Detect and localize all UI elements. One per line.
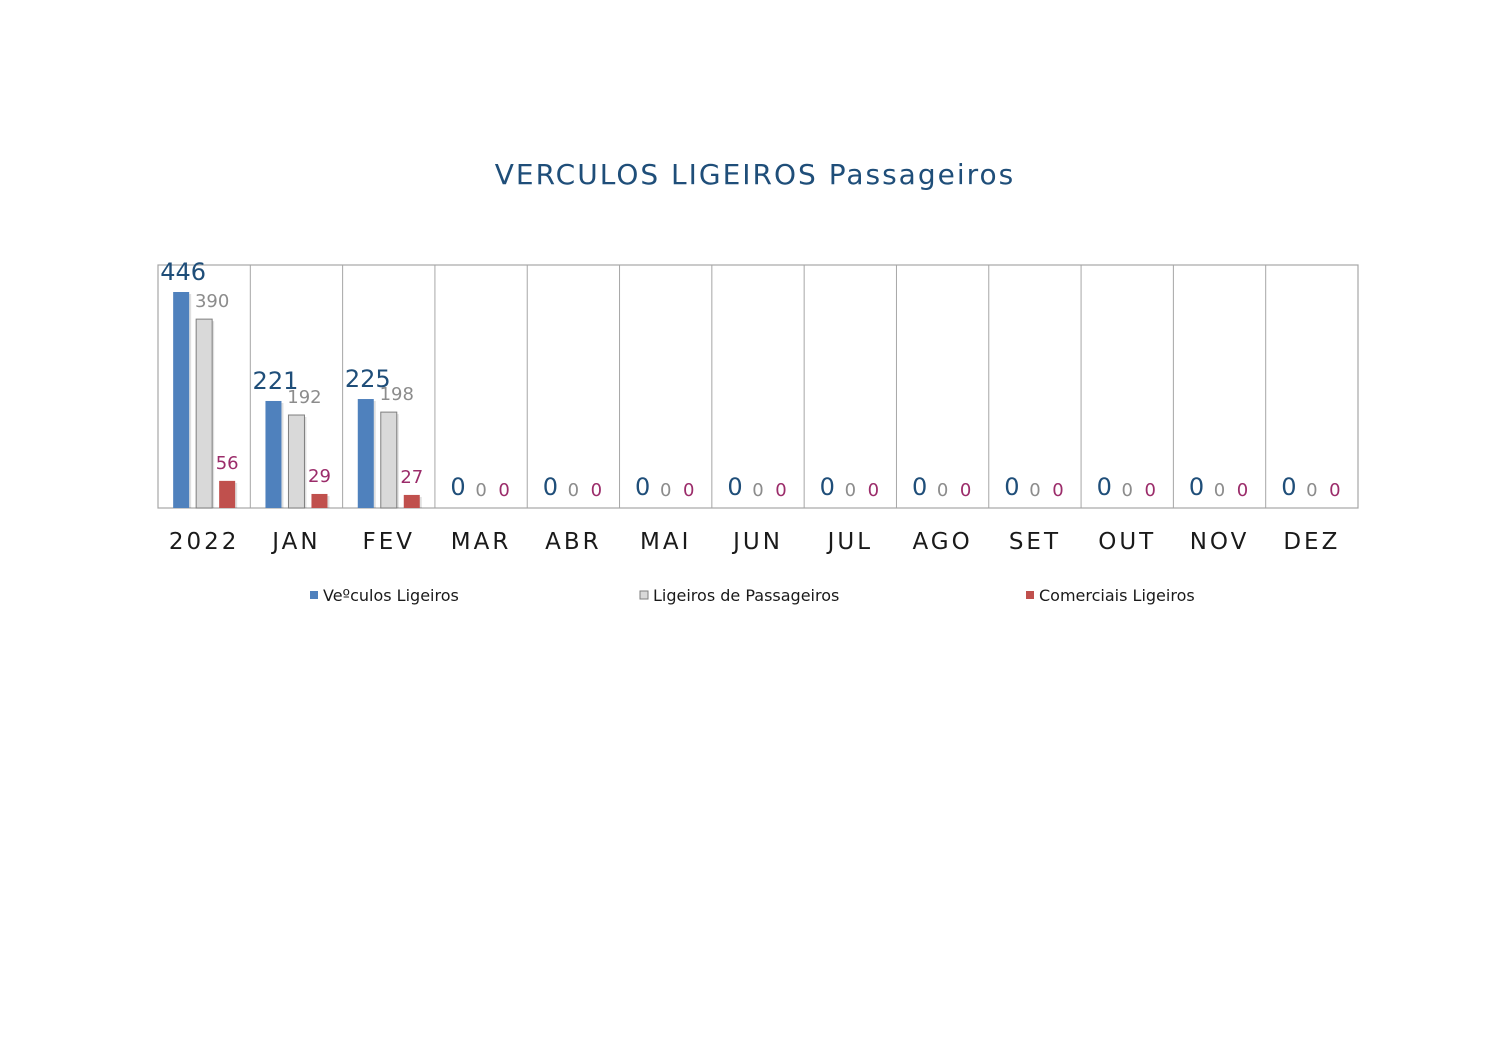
- bar-comerciais-ligeiros: [311, 493, 328, 508]
- category-label: AGO: [912, 529, 972, 555]
- data-label: 0: [450, 473, 465, 501]
- category-label: JUN: [731, 529, 783, 555]
- data-label: 0: [1281, 473, 1296, 501]
- data-label: 0: [1004, 473, 1019, 501]
- data-label: 0: [868, 480, 879, 501]
- category-label: NOV: [1190, 529, 1250, 555]
- data-label: 0: [1097, 473, 1112, 501]
- legend-swatch: [310, 591, 318, 599]
- data-label: 390: [195, 291, 229, 312]
- category-label: 2022: [169, 529, 240, 555]
- data-label: 0: [1145, 480, 1156, 501]
- data-label: 0: [543, 473, 558, 501]
- data-label: 0: [752, 480, 763, 501]
- bar-veiculos-ligeiros: [357, 399, 374, 508]
- category-label: MAR: [451, 529, 512, 555]
- bar-comerciais-ligeiros: [403, 494, 420, 508]
- data-label: 0: [498, 480, 509, 501]
- bar-ligeiros-passageiros: [195, 318, 213, 509]
- data-label: 198: [380, 384, 414, 405]
- data-label: 0: [1237, 480, 1248, 501]
- chart-title: VERCULOS LIGEIROS Passageiros: [495, 158, 1015, 191]
- data-label: 27: [400, 467, 423, 488]
- legend-swatch: [639, 590, 649, 600]
- data-label: 0: [635, 473, 650, 501]
- data-label: 0: [727, 473, 742, 501]
- legend-entry: Veºculos Ligeiros: [323, 586, 459, 605]
- data-label: 0: [683, 480, 694, 501]
- data-label: 0: [960, 480, 971, 501]
- category-label: ABR: [545, 529, 602, 555]
- data-label: 0: [1189, 473, 1204, 501]
- data-label: 0: [568, 480, 579, 501]
- data-label: 0: [591, 480, 602, 501]
- data-label: 0: [775, 480, 786, 501]
- legend-entry: Ligeiros de Passageiros: [653, 586, 839, 605]
- category-label: SET: [1009, 529, 1061, 555]
- bar-ligeiros-passageiros: [380, 411, 398, 509]
- data-label: 0: [845, 480, 856, 501]
- data-label: 29: [308, 466, 331, 487]
- category-label: JAN: [270, 529, 320, 555]
- data-label: 0: [660, 480, 671, 501]
- data-label: 0: [1306, 480, 1317, 501]
- data-label: 192: [287, 387, 321, 408]
- data-label: 0: [937, 480, 948, 501]
- category-label: OUT: [1098, 529, 1156, 555]
- legend-swatch: [1026, 591, 1034, 599]
- bar-comerciais-ligeiros: [219, 480, 236, 508]
- plot-frame: [157, 264, 1359, 509]
- legend: Veºculos Ligeiros Ligeiros de Passageiros…: [310, 586, 1195, 605]
- bar-veiculos-ligeiros: [265, 400, 282, 508]
- bar-veiculos-ligeiros: [173, 292, 190, 508]
- data-label: 0: [1052, 480, 1063, 501]
- category-label: FEV: [363, 529, 416, 555]
- data-label: 56: [216, 453, 239, 474]
- category-label: JUL: [826, 529, 873, 555]
- data-label: 0: [1214, 480, 1225, 501]
- data-label: 0: [1329, 480, 1340, 501]
- data-label: 225: [345, 365, 391, 393]
- bar-ligeiros-passageiros: [287, 414, 305, 509]
- data-label: 446: [160, 258, 206, 286]
- data-label: 221: [253, 367, 299, 395]
- data-label: 0: [475, 480, 486, 501]
- category-label: DEZ: [1283, 529, 1340, 555]
- data-label: 0: [820, 473, 835, 501]
- data-label: 0: [912, 473, 927, 501]
- legend-entry: Comerciais Ligeiros: [1039, 586, 1195, 605]
- data-label: 0: [1029, 480, 1040, 501]
- category-label: MAI: [640, 529, 691, 555]
- data-label: 0: [1122, 480, 1133, 501]
